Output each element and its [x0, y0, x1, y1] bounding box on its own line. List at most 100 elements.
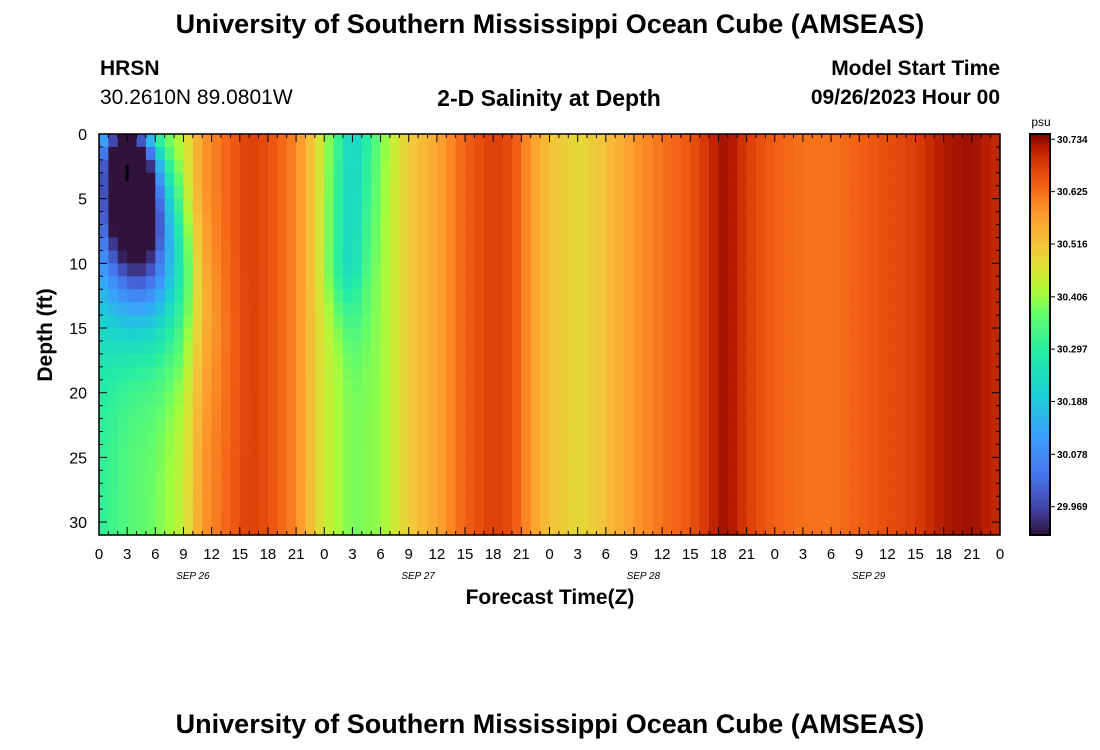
- heatmap-cell: [652, 457, 663, 471]
- heatmap-cell: [427, 185, 438, 200]
- heatmap-cell: [211, 483, 222, 497]
- heatmap-cell: [699, 444, 710, 458]
- heatmap-cell: [493, 237, 504, 252]
- heatmap-cell: [267, 172, 278, 187]
- heatmap-cell: [831, 198, 842, 213]
- heatmap-cell: [164, 340, 175, 355]
- heatmap-cell: [249, 185, 260, 200]
- heatmap-cell: [671, 302, 682, 316]
- heatmap-cell: [802, 263, 813, 277]
- heatmap-cell: [258, 379, 269, 394]
- heatmap-cell: [990, 470, 1001, 484]
- heatmap-cell: [802, 379, 813, 394]
- heatmap-cell: [399, 224, 410, 239]
- heatmap-cell: [296, 392, 307, 407]
- heatmap-cell: [418, 509, 429, 523]
- heatmap-cell: [174, 457, 185, 471]
- heatmap-cell: [831, 172, 842, 187]
- heatmap-cell: [915, 509, 926, 523]
- heatmap-cell: [624, 250, 635, 264]
- heatmap-cell: [108, 444, 119, 458]
- heatmap-cell: [521, 340, 532, 355]
- heatmap-cell: [286, 134, 297, 148]
- heatmap-cell: [136, 237, 147, 252]
- heatmap-cell: [502, 366, 513, 381]
- heatmap-cell: [521, 457, 532, 471]
- heatmap-cell: [615, 444, 626, 458]
- heatmap-cell: [934, 392, 945, 407]
- heatmap-cell: [981, 224, 992, 239]
- heatmap-cell: [690, 302, 701, 316]
- heatmap-cell: [474, 159, 485, 174]
- heatmap-cell: [145, 392, 156, 407]
- heatmap-cell: [108, 224, 119, 239]
- heatmap-cell: [784, 483, 795, 497]
- heatmap-cell: [474, 509, 485, 523]
- colorbar-swatch: [1030, 231, 1050, 235]
- heatmap-cell: [211, 159, 222, 174]
- heatmap-cell: [868, 353, 879, 368]
- heatmap-cell: [174, 444, 185, 458]
- date-label: SEP 28: [627, 571, 661, 582]
- heatmap-cell: [183, 444, 194, 458]
- heatmap-cell: [117, 483, 128, 497]
- heatmap-cell: [906, 496, 917, 510]
- heatmap-cell: [530, 134, 541, 148]
- heatmap-cell: [924, 353, 935, 368]
- heatmap-cell: [558, 328, 569, 342]
- heatmap-cell: [615, 276, 626, 290]
- colorbar-swatch: [1030, 364, 1050, 368]
- heatmap-cell: [380, 302, 391, 316]
- colorbar-swatch: [1030, 412, 1050, 416]
- colorbar-swatch: [1030, 319, 1050, 323]
- heatmap-cell: [305, 211, 316, 226]
- heatmap-cell: [558, 431, 569, 446]
- heatmap-cell: [671, 379, 682, 394]
- heatmap-cell: [221, 353, 231, 368]
- heatmap-cell: [981, 470, 992, 484]
- heatmap-cell: [296, 431, 307, 446]
- heatmap-cell: [136, 431, 147, 446]
- heatmap-cell: [690, 237, 701, 252]
- heatmap-cell: [577, 431, 588, 446]
- colorbar-swatch: [1030, 261, 1050, 265]
- heatmap-cell: [493, 418, 504, 433]
- heatmap-cell: [709, 224, 720, 239]
- heatmap-cell: [211, 263, 222, 277]
- heatmap-cell: [399, 237, 410, 252]
- colorbar-swatch: [1030, 339, 1050, 343]
- heatmap-cell: [690, 483, 701, 497]
- heatmap-cell: [718, 366, 729, 381]
- heatmap-cell: [389, 315, 400, 329]
- heatmap-cell: [962, 470, 973, 484]
- heatmap-cell: [802, 353, 813, 368]
- heatmap-cell: [624, 353, 635, 368]
- heatmap-cell: [906, 379, 917, 394]
- heatmap-cell: [145, 172, 156, 187]
- heatmap-cell: [577, 457, 588, 471]
- heatmap-cell: [615, 379, 626, 394]
- heatmap-cell: [408, 315, 419, 329]
- chart-axes: 0 3 6 9 12 15 18 21 0 3 6 9 12 15 18 21 0 3 6 9 12 15 18 21 0 3 6 9…: [69, 127, 1004, 582]
- heatmap-cell: [802, 224, 813, 239]
- heatmap-cell: [774, 185, 785, 200]
- heatmap-cell: [521, 185, 532, 200]
- heatmap-cell: [530, 211, 541, 226]
- heatmap-cell: [558, 134, 569, 148]
- heatmap-cell: [540, 379, 551, 394]
- heatmap-cell: [436, 302, 447, 316]
- heatmap-cell: [906, 224, 917, 239]
- x-tick-label: 3: [573, 546, 581, 563]
- heatmap-cell: [192, 289, 203, 303]
- heatmap-cell: [737, 185, 748, 200]
- heatmap-cell: [174, 340, 185, 355]
- heatmap-cell: [587, 457, 598, 471]
- heatmap-cell: [324, 172, 335, 187]
- heatmap-cell: [511, 496, 522, 510]
- heatmap-cell: [605, 172, 616, 187]
- heatmap-cell: [859, 496, 870, 510]
- heatmap-cell: [436, 457, 447, 471]
- heatmap-cell: [558, 496, 569, 510]
- heatmap-cell: [333, 328, 344, 342]
- heatmap-cell: [314, 340, 325, 355]
